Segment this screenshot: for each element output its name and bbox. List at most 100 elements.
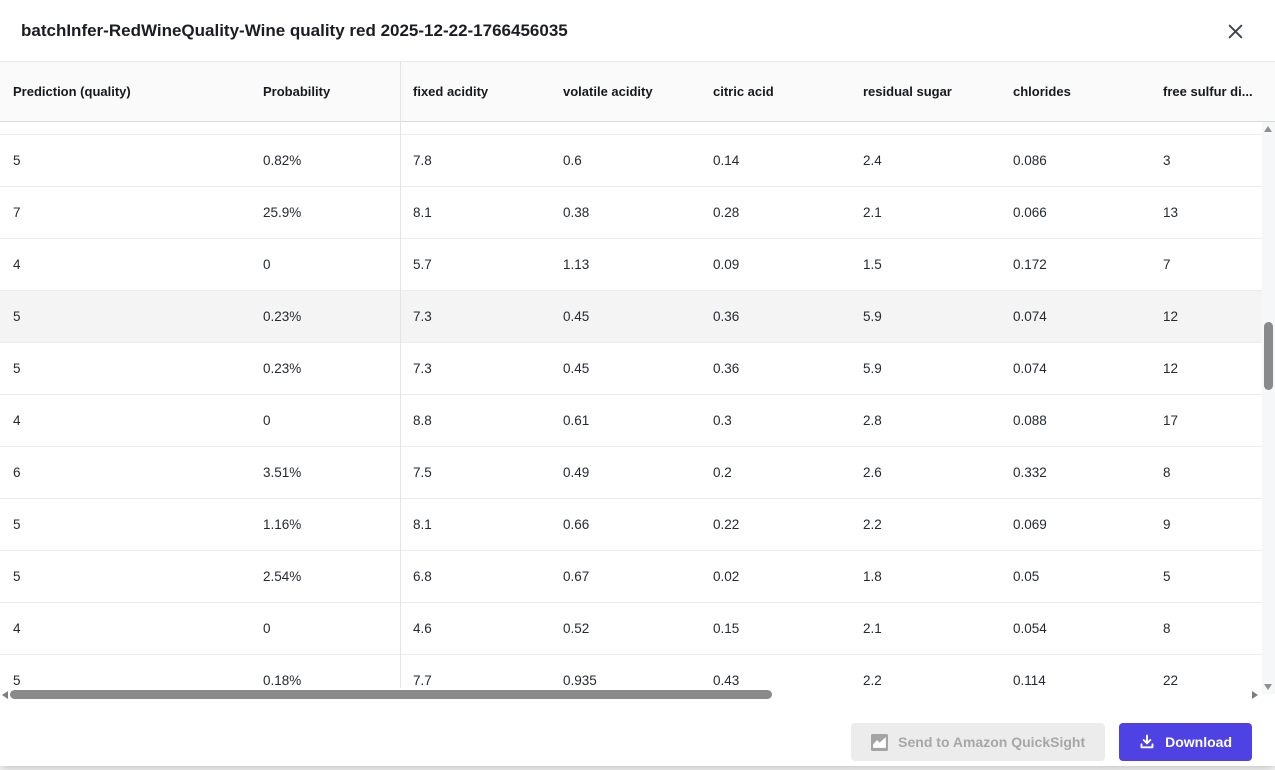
cell-chlorides: 0.074 bbox=[1013, 361, 1047, 376]
table-row[interactable]: 7 25.9% 8.1 0.38 0.28 2.1 0.066 13 bbox=[0, 187, 1262, 239]
cell-volatile_acidity: 0.38 bbox=[563, 205, 590, 220]
cell-chlorides: 0.074 bbox=[1013, 309, 1047, 324]
cell-probability: 0.82% bbox=[263, 153, 302, 168]
download-button[interactable]: Download bbox=[1119, 723, 1252, 761]
footer-actions: Send to Amazon QuickSight Download bbox=[851, 723, 1252, 761]
cell-probability: 0 bbox=[263, 621, 271, 636]
table-row[interactable]: 4 0 4.6 0.52 0.15 2.1 0.054 8 bbox=[0, 603, 1262, 655]
cell-residual_sugar: 2.1 bbox=[863, 205, 882, 220]
cell-prediction_quality: 5 bbox=[13, 673, 21, 688]
cell-chlorides: 0.054 bbox=[1013, 621, 1047, 636]
cell-citric_acid: 0.3 bbox=[713, 413, 732, 428]
scroll-up-arrow-icon[interactable] bbox=[1264, 126, 1272, 132]
cell-fixed_acidity: 4.6 bbox=[413, 621, 432, 636]
cell-prediction_quality: 7 bbox=[13, 205, 21, 220]
cell-citric_acid: 0.09 bbox=[713, 257, 740, 272]
cell-volatile_acidity: 0.61 bbox=[563, 413, 590, 428]
table-row[interactable]: 5 0.23% 7.3 0.45 0.36 5.9 0.074 12 bbox=[0, 291, 1262, 343]
cell-fixed_acidity: 7.5 bbox=[413, 465, 432, 480]
cell-residual_sugar: 5.9 bbox=[863, 309, 882, 324]
cell-prediction_quality: 6 bbox=[13, 465, 21, 480]
table-row[interactable]: 4 0 8.8 0.61 0.3 2.8 0.088 17 bbox=[0, 395, 1262, 447]
table-row-partial bbox=[0, 122, 1262, 135]
cell-chlorides: 0.066 bbox=[1013, 205, 1047, 220]
cell-free_sulfur_dioxide: 7 bbox=[1163, 257, 1171, 272]
cell-citric_acid: 0.02 bbox=[713, 569, 740, 584]
close-button[interactable] bbox=[1219, 15, 1251, 47]
table-row[interactable]: 5 1.16% 8.1 0.66 0.22 2.2 0.069 9 bbox=[0, 499, 1262, 551]
cell-volatile_acidity: 0.67 bbox=[563, 569, 590, 584]
cell-probability: 0 bbox=[263, 413, 271, 428]
cell-residual_sugar: 2.8 bbox=[863, 413, 882, 428]
scroll-right-arrow-icon[interactable] bbox=[1252, 690, 1258, 699]
cell-fixed_acidity: 5.7 bbox=[413, 257, 432, 272]
scroll-down-arrow-icon[interactable] bbox=[1264, 684, 1272, 690]
cell-volatile_acidity: 0.52 bbox=[563, 621, 590, 636]
cell-probability: 2.54% bbox=[263, 569, 302, 584]
cell-citric_acid: 0.36 bbox=[713, 309, 740, 324]
table-header-row: Prediction (quality) Probability fixed aci… bbox=[0, 62, 1275, 122]
cell-residual_sugar: 5.9 bbox=[863, 361, 882, 376]
cell-volatile_acidity: 1.13 bbox=[563, 257, 590, 272]
table-row[interactable]: 6 3.51% 7.5 0.49 0.2 2.6 0.332 8 bbox=[0, 447, 1262, 499]
scroll-left-arrow-icon[interactable] bbox=[2, 690, 8, 699]
cell-volatile_acidity: 0.49 bbox=[563, 465, 590, 480]
cell-chlorides: 0.088 bbox=[1013, 413, 1047, 428]
cell-free_sulfur_dioxide: 13 bbox=[1163, 205, 1179, 220]
cell-citric_acid: 0.15 bbox=[713, 621, 740, 636]
cell-fixed_acidity: 8.8 bbox=[413, 413, 432, 428]
table-row[interactable]: 5 0.82% 7.8 0.6 0.14 2.4 0.086 3 bbox=[0, 135, 1262, 187]
cell-prediction_quality: 5 bbox=[13, 517, 21, 532]
cell-fixed_acidity: 6.8 bbox=[413, 569, 432, 584]
cell-fixed_acidity: 7.7 bbox=[413, 673, 432, 688]
close-icon bbox=[1227, 23, 1244, 40]
cell-chlorides: 0.05 bbox=[1013, 569, 1040, 584]
column-header-chlorides: chlorides bbox=[1013, 84, 1071, 99]
cell-probability: 0.18% bbox=[263, 673, 302, 688]
cell-free_sulfur_dioxide: 12 bbox=[1163, 361, 1179, 376]
cell-probability: 3.51% bbox=[263, 465, 302, 480]
cell-citric_acid: 0.22 bbox=[713, 517, 740, 532]
cell-citric_acid: 0.36 bbox=[713, 361, 740, 376]
horizontal-scrollbar-thumb[interactable] bbox=[10, 690, 772, 699]
cell-free_sulfur_dioxide: 5 bbox=[1163, 569, 1171, 584]
column-header-probability: Probability bbox=[263, 84, 331, 99]
send-to-quicksight-button[interactable]: Send to Amazon QuickSight bbox=[851, 723, 1106, 761]
cell-free_sulfur_dioxide: 3 bbox=[1163, 153, 1171, 168]
cell-prediction_quality: 5 bbox=[13, 309, 21, 324]
cell-chlorides: 0.114 bbox=[1013, 673, 1046, 688]
cell-free_sulfur_dioxide: 8 bbox=[1163, 465, 1171, 480]
cell-probability: 0.23% bbox=[263, 361, 302, 376]
cell-citric_acid: 0.14 bbox=[713, 153, 740, 168]
cell-prediction_quality: 5 bbox=[13, 569, 21, 584]
vertical-scrollbar[interactable] bbox=[1262, 122, 1275, 694]
column-header-fixed_acidity: fixed acidity bbox=[413, 84, 489, 99]
cell-probability: 0.23% bbox=[263, 309, 302, 324]
column-header-volatile_acidity: volatile acidity bbox=[563, 84, 653, 99]
vertical-scrollbar-thumb[interactable] bbox=[1264, 322, 1273, 390]
cell-residual_sugar: 1.5 bbox=[863, 257, 882, 272]
table-body: 5 0.82% 7.8 0.6 0.14 2.4 0.086 3 7 25.9% 8.1 0.38 0.… bbox=[0, 122, 1262, 688]
cell-residual_sugar: 2.2 bbox=[863, 517, 882, 532]
table-row[interactable]: 5 2.54% 6.8 0.67 0.02 1.8 0.05 5 bbox=[0, 551, 1262, 603]
cell-free_sulfur_dioxide: 12 bbox=[1163, 309, 1179, 324]
cell-probability: 0 bbox=[263, 257, 271, 272]
cell-residual_sugar: 2.6 bbox=[863, 465, 882, 480]
table-row[interactable]: 5 0.18% 7.7 0.935 0.43 2.2 0.114 22 bbox=[0, 655, 1262, 688]
column-header-citric_acid: citric acid bbox=[713, 84, 774, 99]
table-row[interactable]: 5 0.23% 7.3 0.45 0.36 5.9 0.074 12 bbox=[0, 343, 1262, 395]
cell-probability: 25.9% bbox=[263, 205, 302, 220]
cell-prediction_quality: 4 bbox=[13, 413, 21, 428]
cell-chlorides: 0.086 bbox=[1013, 153, 1047, 168]
cell-residual_sugar: 1.8 bbox=[863, 569, 882, 584]
cell-prediction_quality: 5 bbox=[13, 153, 21, 168]
dialog-footer: Send to Amazon QuickSight Download bbox=[0, 701, 1275, 766]
horizontal-scrollbar[interactable] bbox=[0, 688, 1262, 701]
cell-volatile_acidity: 0.45 bbox=[563, 309, 590, 324]
dialog-header: batchInfer-RedWineQuality-Wine quality r… bbox=[0, 0, 1275, 62]
cell-residual_sugar: 2.2 bbox=[863, 673, 882, 688]
cell-volatile_acidity: 0.45 bbox=[563, 361, 590, 376]
table-row[interactable]: 4 0 5.7 1.13 0.09 1.5 0.172 7 bbox=[0, 239, 1262, 291]
